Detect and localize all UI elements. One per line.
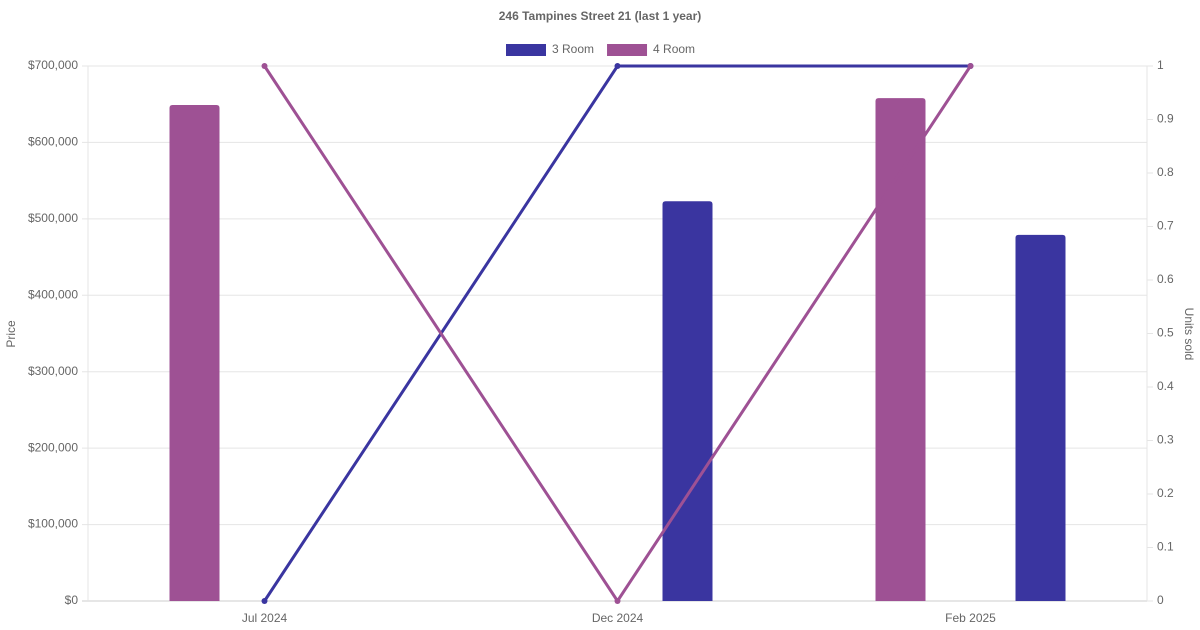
line: [263, 65, 972, 604]
x-tick-label: Dec 2024: [592, 611, 644, 625]
x-tick-label: Feb 2025: [945, 611, 996, 625]
y2-tick-label: 0.7: [1157, 219, 1174, 233]
y2-tick-label: 0.2: [1157, 486, 1174, 500]
line-point: [614, 63, 621, 69]
legend-label: 4 Room: [653, 42, 695, 56]
line-point: [614, 598, 621, 604]
legend-label: 3 Room: [552, 42, 594, 56]
y-tick-label: $100,000: [28, 517, 78, 531]
chart-title: 246 Tampines Street 21 (last 1 year): [499, 9, 702, 23]
y-tick-label: $400,000: [28, 287, 78, 301]
bar: [875, 98, 926, 601]
line: [263, 64, 971, 602]
line-point: [261, 598, 268, 604]
y2-tick-label: 0.4: [1157, 379, 1174, 393]
legend-swatch: [506, 44, 546, 56]
x-tick-label: Jul 2024: [242, 611, 288, 625]
line-point: [261, 63, 268, 69]
y2-tick-label: 0.3: [1157, 433, 1174, 447]
y-tick-label: $600,000: [28, 135, 78, 149]
y2-axis-title: Units sold: [1182, 308, 1196, 361]
y-axis-title: Price: [4, 320, 18, 348]
bar: [662, 201, 713, 601]
y2-tick-label: 0.1: [1157, 540, 1174, 554]
line-point: [967, 63, 974, 69]
y-tick-label: $700,000: [28, 58, 78, 72]
y2-tick-label: 0.5: [1157, 326, 1174, 340]
y2-tick-label: 0.6: [1157, 272, 1174, 286]
y-tick-label: $200,000: [28, 440, 78, 454]
y2-tick-label: 0.9: [1157, 112, 1174, 126]
y2-tick-label: 0.8: [1157, 165, 1174, 179]
y-tick-label: $300,000: [28, 364, 78, 378]
bar: [169, 104, 220, 601]
bar: [1015, 234, 1066, 601]
y-tick-label: $0: [65, 593, 79, 607]
y2-tick-label: 0: [1157, 593, 1164, 607]
y-tick-label: $500,000: [28, 211, 78, 225]
legend-swatch: [607, 44, 648, 56]
y2-tick-label: 1: [1157, 58, 1164, 72]
